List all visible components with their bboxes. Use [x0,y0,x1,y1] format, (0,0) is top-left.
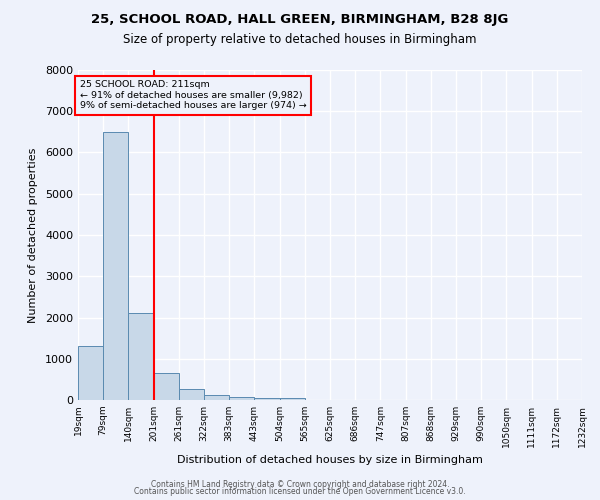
Text: 25 SCHOOL ROAD: 211sqm
← 91% of detached houses are smaller (9,982)
9% of semi-d: 25 SCHOOL ROAD: 211sqm ← 91% of detached… [80,80,307,110]
Bar [103,132,128,400]
Text: 25, SCHOOL ROAD, HALL GREEN, BIRMINGHAM, B28 8JG: 25, SCHOOL ROAD, HALL GREEN, BIRMINGHAM,… [91,12,509,26]
Bar [179,389,204,400]
Bar [154,373,179,400]
Bar [128,314,154,400]
Bar [280,398,305,400]
Bar [204,396,229,400]
Bar [78,346,103,400]
Bar [229,397,254,400]
Text: Size of property relative to detached houses in Birmingham: Size of property relative to detached ho… [123,32,477,46]
X-axis label: Distribution of detached houses by size in Birmingham: Distribution of detached houses by size … [177,456,483,466]
Text: Contains HM Land Registry data © Crown copyright and database right 2024.: Contains HM Land Registry data © Crown c… [151,480,449,489]
Bar [254,398,280,400]
Text: Contains public sector information licensed under the Open Government Licence v3: Contains public sector information licen… [134,488,466,496]
Y-axis label: Number of detached properties: Number of detached properties [28,148,38,322]
